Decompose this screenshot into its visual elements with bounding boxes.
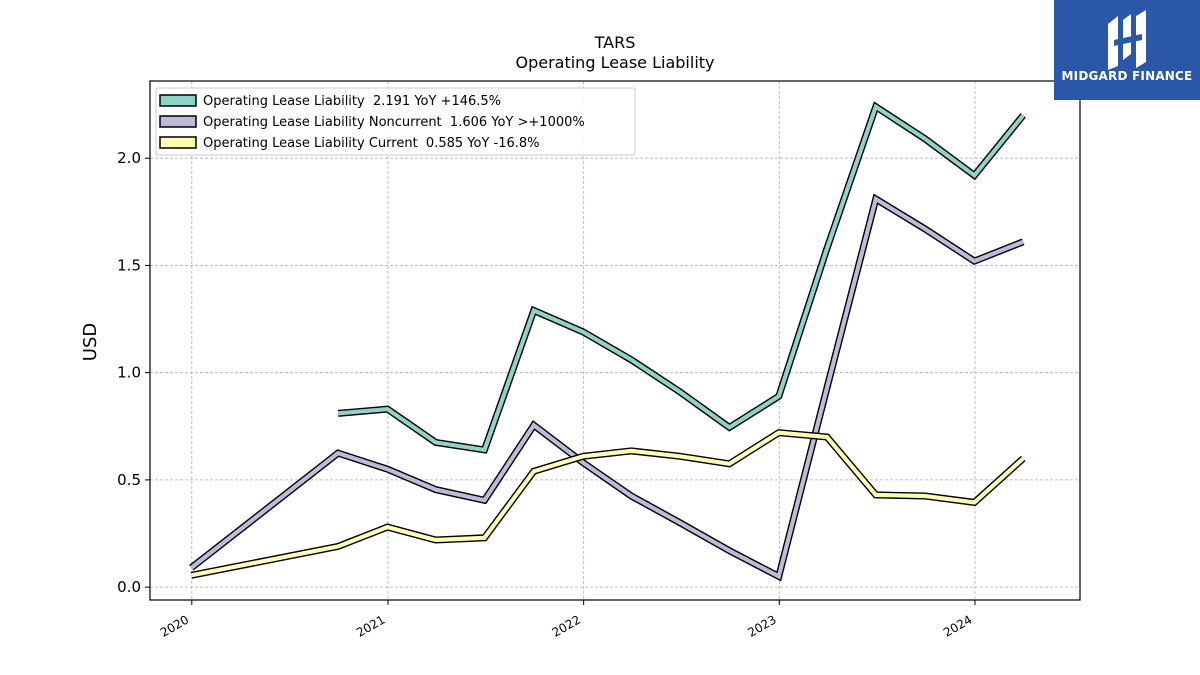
legend: Operating Lease Liability 2.191 YoY +146… bbox=[155, 87, 636, 156]
chart-title: TARS bbox=[594, 33, 636, 52]
y-tick-label: 0.5 bbox=[117, 471, 141, 489]
series-lines bbox=[189, 101, 1026, 582]
series-line-outline bbox=[189, 193, 1025, 582]
brand-logo-text: MIDGARD FINANCE bbox=[1061, 69, 1193, 83]
legend-entry-label: Operating Lease Liability Current 0.585 … bbox=[203, 136, 540, 151]
legend-entry-label: Operating Lease Liability 2.191 YoY +146… bbox=[203, 94, 501, 109]
x-tick-label: 2021 bbox=[354, 612, 387, 639]
legend-swatch bbox=[159, 115, 197, 128]
x-tick-label: 2024 bbox=[941, 612, 974, 639]
chart-subtitle: Operating Lease Liability bbox=[515, 53, 714, 72]
legend-box bbox=[155, 87, 636, 156]
x-tick-label: 2023 bbox=[745, 612, 778, 639]
x-tick-label: 2020 bbox=[158, 612, 191, 639]
midgard-logo-icon bbox=[1108, 10, 1146, 70]
series-line bbox=[337, 103, 1025, 453]
y-tick-label: 1.5 bbox=[117, 256, 141, 274]
legend-entry-label: Operating Lease Liability Noncurrent 1.6… bbox=[203, 115, 585, 130]
x-tick-label: 2022 bbox=[550, 612, 583, 639]
brand-logo: MIDGARD FINANCE bbox=[1054, 0, 1200, 100]
legend-swatch bbox=[159, 136, 197, 149]
plot-area-frame bbox=[149, 80, 1081, 601]
y-tick-label: 0.0 bbox=[117, 578, 141, 596]
series-2 bbox=[189, 193, 1025, 582]
y-axis-label: USD bbox=[80, 323, 101, 361]
y-tick-label: 1.0 bbox=[117, 364, 141, 382]
series-1 bbox=[337, 101, 1026, 454]
series-line bbox=[190, 430, 1025, 578]
legend-swatch bbox=[159, 94, 197, 107]
y-tick-label: 2.0 bbox=[117, 149, 141, 167]
grid bbox=[150, 81, 1080, 600]
series-line bbox=[190, 195, 1024, 580]
series-3 bbox=[190, 429, 1026, 579]
